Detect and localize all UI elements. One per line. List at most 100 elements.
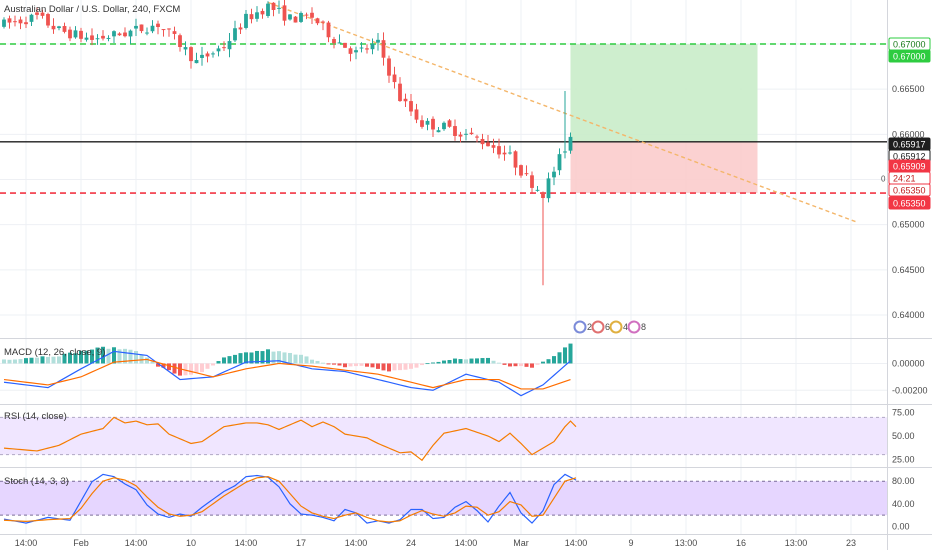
time-tick-label: Feb	[73, 538, 89, 548]
candle	[178, 33, 182, 52]
candle	[288, 14, 292, 21]
stoch-tick-label: 80.00	[892, 476, 915, 486]
candle	[469, 127, 474, 135]
candle-body	[189, 47, 193, 62]
macd-histogram-bar	[392, 363, 397, 371]
candle	[332, 36, 336, 49]
time-tick-label: 13:00	[675, 538, 698, 548]
candle-body	[57, 26, 61, 29]
candle-body	[568, 136, 573, 151]
price-tick-label: 0.66000	[892, 129, 925, 139]
candle	[156, 20, 160, 35]
candle-body	[266, 3, 270, 16]
event-badge[interactable]: 2	[573, 320, 593, 334]
event-badge-icon	[609, 320, 623, 334]
candle	[524, 165, 529, 176]
macd-histogram-bar	[84, 350, 89, 364]
event-badge-count: 4	[623, 322, 628, 332]
candle	[491, 138, 496, 154]
rsi-tick-label: 25.00	[892, 454, 915, 464]
candle	[425, 118, 430, 131]
macd-tick-label: -0.00200	[892, 385, 928, 395]
macd-histogram-bar	[288, 352, 292, 364]
macd-histogram-bar	[365, 363, 369, 367]
macd-histogram-bar	[332, 363, 336, 365]
candle	[90, 28, 94, 46]
candle-body	[392, 74, 397, 83]
macd-histogram-bar	[354, 363, 358, 367]
candle	[431, 116, 435, 137]
rsi-line	[3, 416, 577, 462]
event-badge[interactable]: 4	[609, 320, 629, 334]
candle-body	[150, 25, 155, 32]
macd-histogram-bar	[266, 349, 270, 364]
candle-body	[480, 138, 485, 145]
macd-histogram-bar	[128, 349, 133, 364]
event-badge-count: 6	[605, 322, 610, 332]
candle-body	[7, 18, 12, 23]
macd-histogram-bar	[337, 363, 342, 366]
candle-body	[425, 120, 430, 125]
time-tick-label: 13:00	[785, 538, 808, 548]
candle-body	[475, 136, 479, 138]
candle-body	[359, 47, 364, 49]
candle-body	[387, 58, 391, 76]
macd-histogram-bar	[24, 358, 28, 364]
macd-histogram-bar	[442, 360, 446, 364]
macd-histogram-bar	[13, 359, 17, 364]
macd-histogram-bar	[233, 354, 237, 364]
candle	[436, 126, 441, 133]
price-tag: 0.65909	[888, 159, 931, 173]
candle-body	[376, 39, 380, 43]
candle-body	[51, 25, 56, 30]
candle-body	[469, 132, 474, 135]
macd-histogram-bar	[513, 363, 518, 367]
price-tag-text: 24:21	[893, 174, 916, 184]
candle	[150, 20, 155, 34]
candle	[271, 2, 276, 17]
event-badge[interactable]: 6	[591, 320, 611, 334]
candle	[343, 42, 347, 48]
candle-body	[288, 14, 292, 20]
candle	[95, 34, 100, 45]
candle-body	[453, 126, 457, 136]
price-tag-text: 0.65350	[893, 199, 926, 209]
macd-histogram-bar	[90, 349, 94, 364]
candle	[546, 172, 551, 203]
price-tag-text: 0.67000	[893, 52, 926, 62]
time-tick-label: 9	[628, 538, 633, 548]
candle	[117, 32, 122, 36]
time-tick-label: 17	[296, 538, 306, 548]
candle	[403, 93, 408, 108]
candle	[321, 20, 325, 31]
event-badge[interactable]: 8	[627, 320, 647, 334]
candle-body	[332, 39, 336, 44]
candle-body	[447, 120, 452, 127]
macd-histogram-bar	[271, 351, 276, 364]
macd-histogram-bar	[46, 356, 50, 364]
candle-body	[18, 19, 23, 24]
candle-body	[315, 18, 320, 24]
candle	[200, 46, 204, 66]
candle	[442, 121, 446, 131]
candle	[409, 93, 413, 117]
candle	[222, 41, 226, 52]
macd-histogram-bar	[326, 363, 331, 365]
candle-body	[62, 26, 67, 32]
price-tag: 0.65917	[888, 137, 931, 151]
price-tick-label: 0.64000	[892, 310, 925, 320]
candle-body	[563, 151, 567, 153]
price-tag-text: 0.67000	[893, 40, 926, 50]
candle	[139, 24, 144, 34]
macd-histogram-bar	[150, 361, 155, 364]
candle-body	[326, 22, 331, 38]
candle	[238, 23, 243, 34]
price-tick-label: 0.65000	[892, 220, 925, 230]
macd-histogram-bar	[530, 363, 534, 368]
macd-histogram-bar	[139, 354, 144, 364]
time-tick-label: 14:00	[125, 538, 148, 548]
macd-histogram-bar	[2, 359, 6, 364]
candle-body	[486, 142, 490, 147]
macd-histogram-bar	[343, 363, 347, 368]
